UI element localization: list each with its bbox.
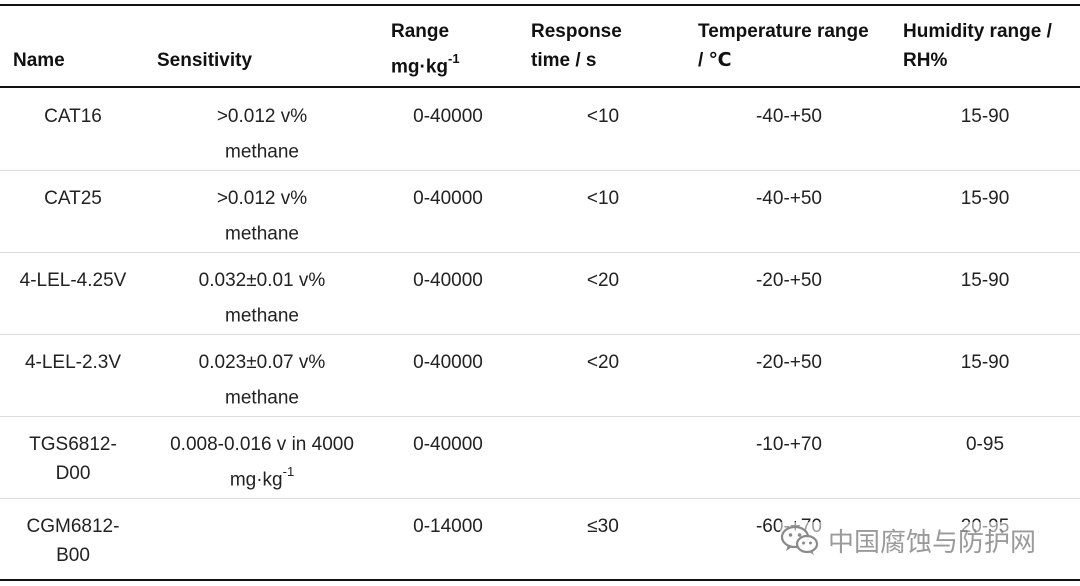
table-top-rule: [0, 4, 1080, 6]
cell-sensitivity-line2: methane: [225, 387, 299, 409]
cell-temperature: -10-+70: [755, 434, 823, 455]
header-range-line1: Range: [391, 21, 450, 42]
header-range-line2: mg·kg: [391, 56, 448, 78]
table-row: CAT16 >0.012 v% methane 0-40000 <10 -40-+…: [0, 88, 1080, 171]
header-sensitivity-text: Sensitivity: [157, 50, 253, 71]
table-header: Name Sensitivity Range mg·kg-1 Response …: [0, 6, 1080, 86]
cell-sensitivity-line2: methane: [225, 305, 299, 327]
cell-response: <10: [586, 188, 620, 209]
cell-sensitivity: >0.012 v% methane: [146, 102, 378, 166]
cell-name-line1: CAT16: [44, 106, 102, 127]
cell-humidity: 15-90: [960, 270, 1010, 291]
header-range-sup: -1: [448, 51, 460, 66]
cell-response: ≤30: [587, 516, 619, 537]
cell-sensitivity-line1: >0.012 v%: [216, 188, 308, 209]
cell-name: 4-LEL-4.25V: [0, 266, 146, 295]
table-row: 4-LEL-4.25V 0.032±0.01 v% methane 0-40000…: [0, 252, 1080, 335]
cell-sensitivity: 0.032±0.01 v% methane: [146, 266, 378, 330]
cell-sensitivity-line1: >0.012 v%: [216, 106, 308, 127]
cell-sensitivity-line1: 0.032±0.01 v%: [198, 270, 326, 291]
cell-sensitivity-sup: -1: [282, 464, 295, 479]
header-temperature-line1: Temperature range: [698, 21, 869, 42]
wechat-icon: [780, 525, 819, 555]
header-name-text: Name: [13, 50, 65, 71]
cell-response: <20: [586, 352, 620, 373]
cell-name: TGS6812- D00: [0, 430, 146, 488]
cell-humidity: 15-90: [960, 352, 1010, 373]
cell-range: 0-40000: [413, 270, 483, 291]
cell-temperature: -40-+50: [755, 106, 823, 127]
header-temperature: Temperature range / ℃: [698, 17, 869, 75]
cell-range: 0-40000: [413, 188, 483, 209]
cell-name: CAT16: [0, 102, 146, 131]
header-humidity-line2: RH%: [903, 50, 948, 71]
cell-sensitivity-line2: methane: [225, 223, 299, 245]
cell-name-line1: 4-LEL-2.3V: [24, 352, 122, 373]
header-range: Range mg·kg-1: [391, 17, 460, 81]
cell-name-line2: B00: [56, 545, 90, 566]
cell-name: 4-LEL-2.3V: [0, 348, 146, 377]
cell-humidity: 0-95: [965, 434, 1005, 455]
watermark-text: 中国腐蚀与防护网: [828, 527, 1037, 558]
cell-temperature: -20-+50: [755, 352, 823, 373]
cell-name-line2: D00: [55, 463, 91, 484]
cell-response: <20: [586, 270, 620, 291]
cell-humidity: 15-90: [960, 106, 1010, 127]
header-humidity: Humidity range / RH%: [903, 17, 1052, 75]
cell-sensitivity: >0.012 v% methane: [146, 184, 378, 248]
header-sensitivity: Sensitivity: [157, 46, 252, 75]
header-name: Name: [13, 46, 65, 75]
header-temperature-line2: / ℃: [698, 50, 732, 71]
table-row: TGS6812- D00 0.008-0.016 v in 4000 mg·kg-1…: [0, 416, 1080, 499]
header-response: Response time / s: [531, 17, 622, 75]
table-bottom-rule: [0, 579, 1080, 581]
cell-range: 0-40000: [413, 106, 483, 127]
cell-sensitivity-line1: 0.008-0.016 v in 4000: [170, 434, 354, 455]
cell-range: 0-40000: [413, 352, 483, 373]
table-row: CAT25 >0.012 v% methane 0-40000 <10 -40-+…: [0, 170, 1080, 253]
cell-sensitivity-line2: mg·kg: [229, 469, 283, 491]
cell-name-line1: CGM6812-: [26, 516, 120, 537]
cell-name: CGM6812- B00: [0, 512, 146, 570]
header-response-line1: Response: [531, 21, 622, 42]
cell-humidity: 15-90: [960, 188, 1010, 209]
watermark: 中国腐蚀与防护网: [780, 522, 1037, 558]
header-humidity-line1: Humidity range /: [903, 21, 1052, 42]
cell-temperature: -40-+50: [755, 188, 823, 209]
cell-name-line1: TGS6812-: [29, 434, 117, 455]
cell-response: <10: [586, 106, 620, 127]
header-response-line2: time / s: [531, 50, 597, 71]
cell-range: 0-40000: [413, 434, 483, 455]
cell-sensitivity: 0.023±0.07 v% methane: [146, 348, 378, 412]
table-header-rule: [0, 86, 1080, 88]
cell-temperature: -20-+50: [755, 270, 823, 291]
cell-range: 0-14000: [413, 516, 483, 537]
cell-name-line1: 4-LEL-4.25V: [19, 270, 127, 291]
cell-sensitivity-line1: 0.023±0.07 v%: [198, 352, 326, 373]
cell-name: CAT25: [0, 184, 146, 213]
table-row: 4-LEL-2.3V 0.023±0.07 v% methane 0-40000 …: [0, 334, 1080, 417]
cell-name-line1: CAT25: [44, 188, 102, 209]
cell-sensitivity: 0.008-0.016 v in 4000 mg·kg-1: [146, 430, 378, 494]
cell-sensitivity-line2: methane: [225, 141, 299, 163]
